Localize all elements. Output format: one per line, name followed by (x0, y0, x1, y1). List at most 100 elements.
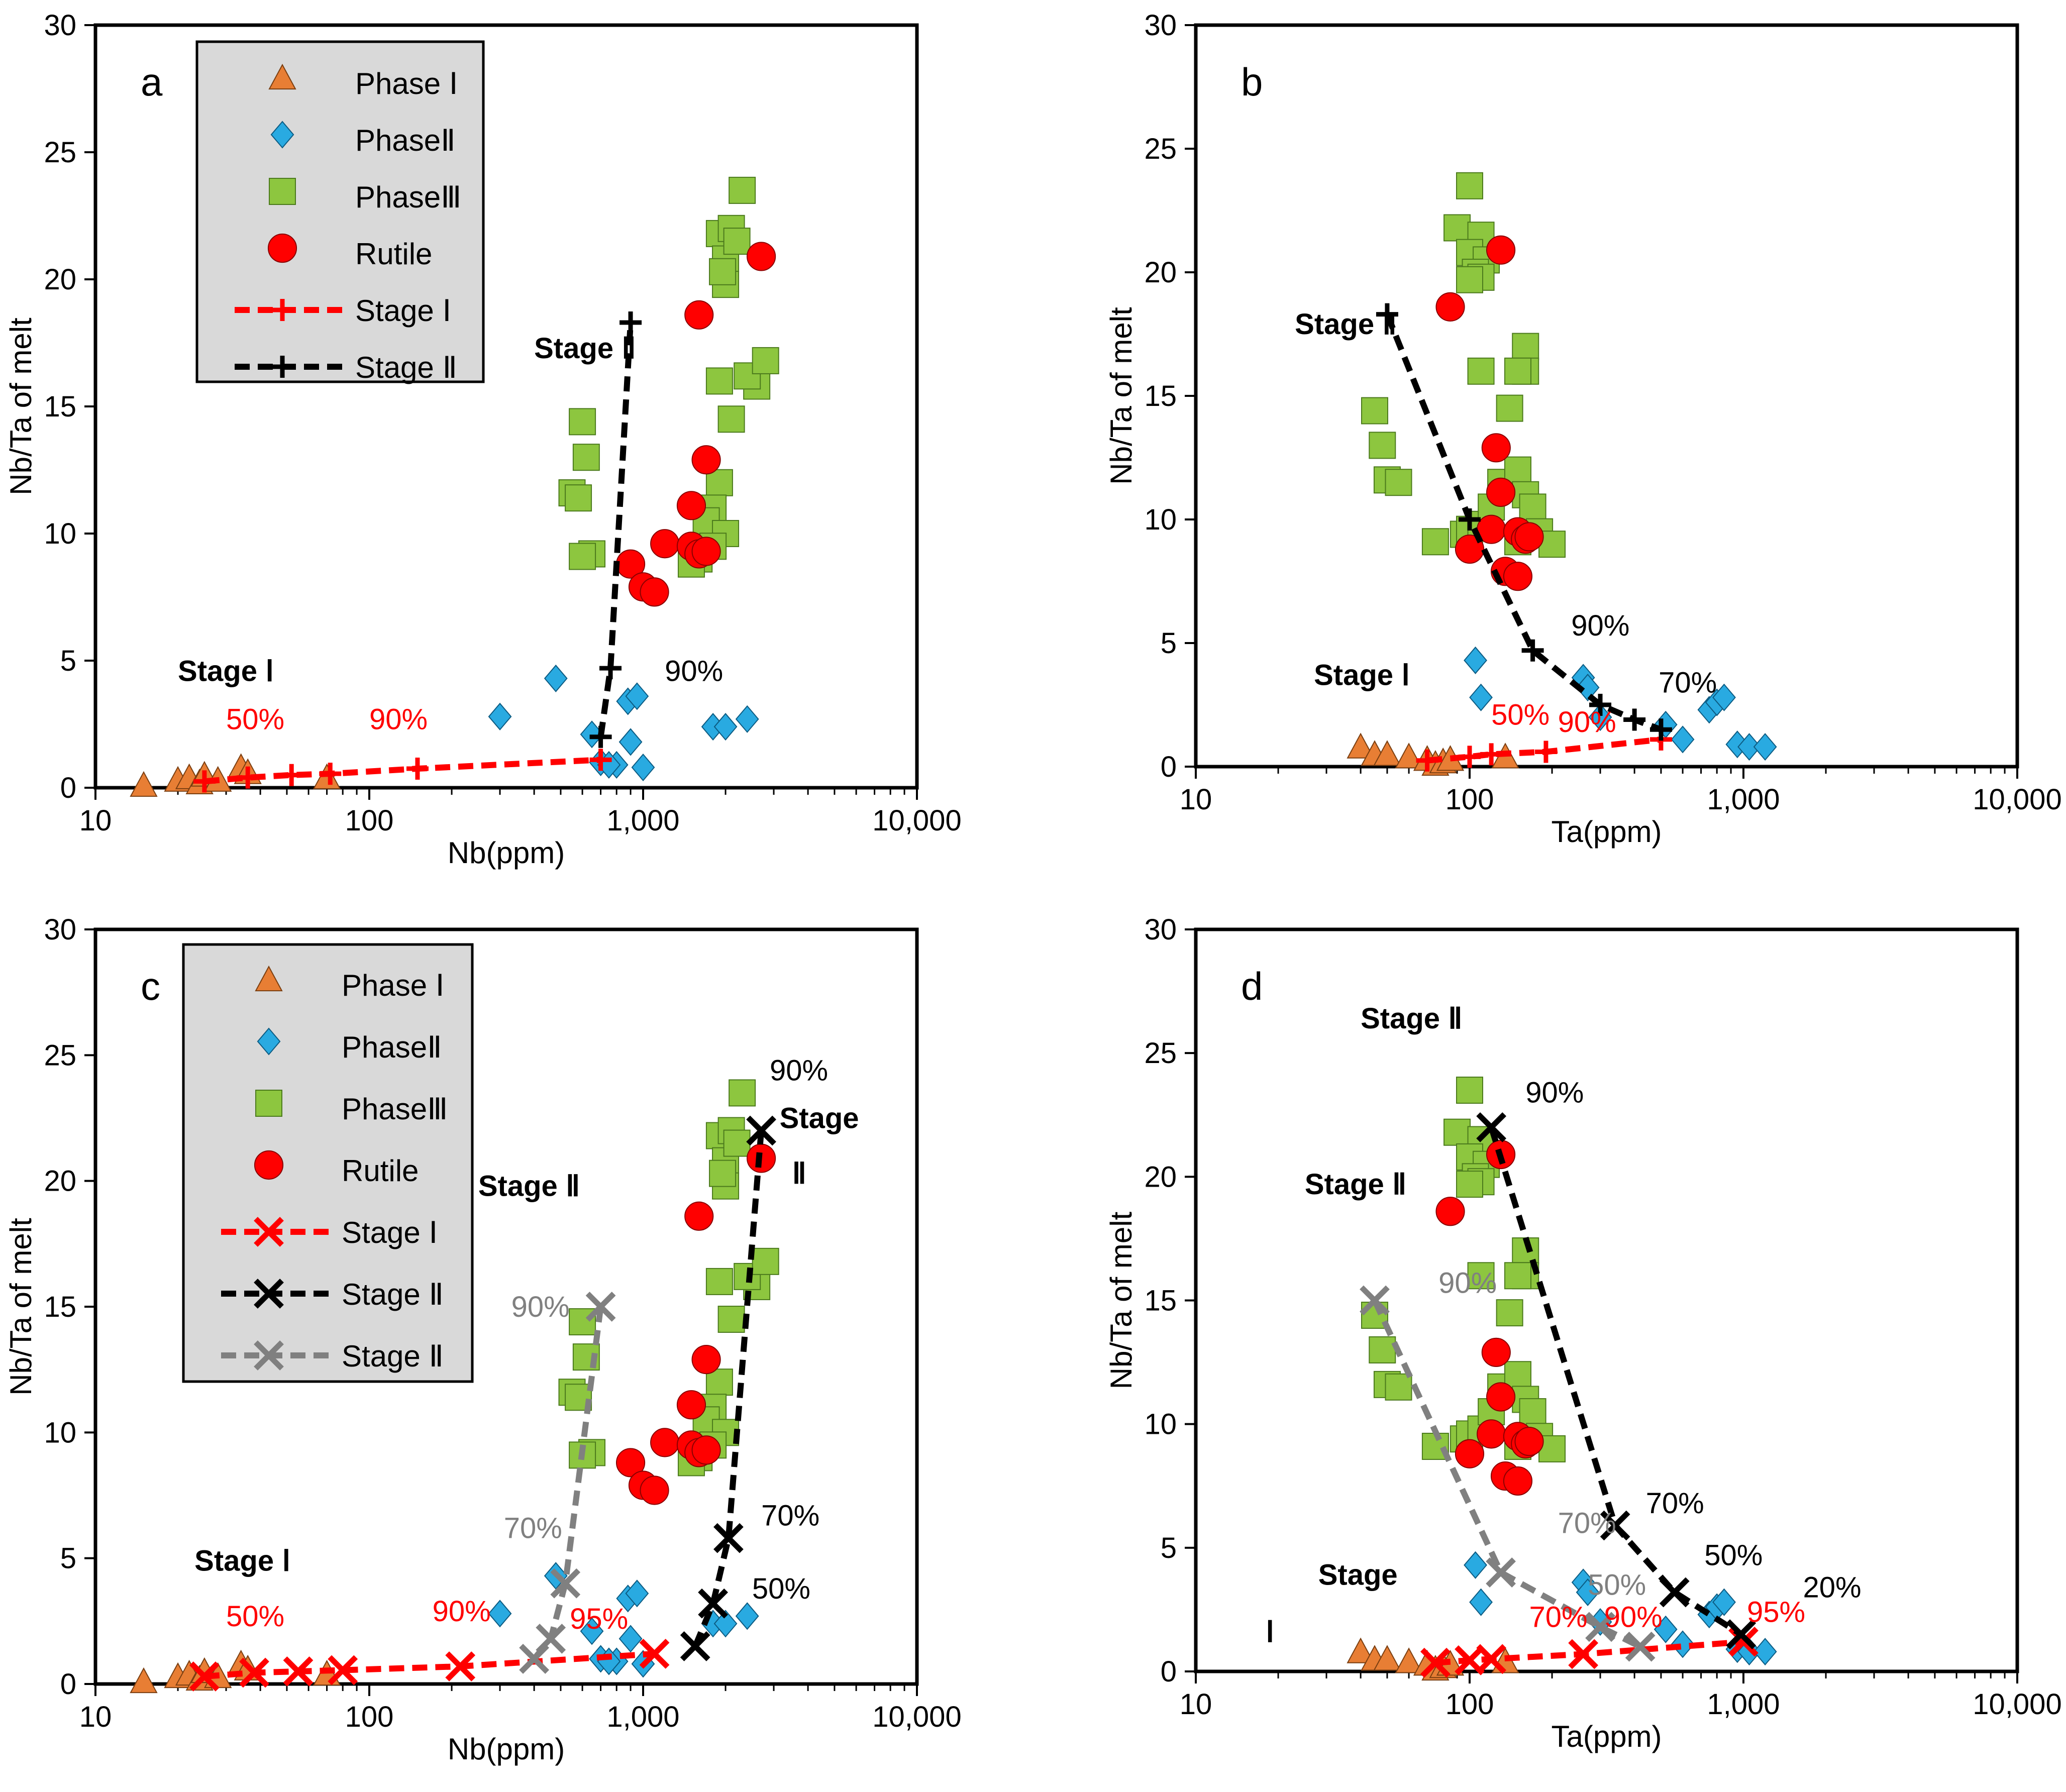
phase3-point (729, 1079, 756, 1107)
legend: Phase Ⅰ PhaseⅡ PhaseⅢ Rutile Stage Ⅰ Stage Ⅱ S… (182, 943, 474, 1383)
phase3-point (1456, 266, 1483, 293)
y-tick-label: 10 (44, 1416, 76, 1449)
phase1-point (1373, 740, 1401, 766)
legend-phase1-marker (255, 965, 283, 992)
rutile-point (684, 300, 714, 330)
annotation: 95% (570, 1603, 628, 1635)
stage2b-line (1372, 1299, 1642, 1650)
phase2-point (1737, 733, 1761, 761)
y-tick-label: 10 (1144, 503, 1177, 536)
stage2-marker (599, 657, 622, 680)
legend-rutile-label: Rutile (355, 237, 432, 271)
stage2b-marker (1585, 1612, 1615, 1642)
y-tick-label: 10 (44, 517, 76, 550)
stage1-marker (1476, 1644, 1507, 1674)
phase3-point (569, 1308, 596, 1336)
rutile-point (1481, 433, 1511, 463)
phase3-point (1519, 1398, 1546, 1426)
phase3-point (569, 543, 596, 570)
phase2-point (735, 1602, 759, 1630)
annotation: 90% (1525, 1077, 1584, 1109)
y-tick-label: 10 (1144, 1408, 1177, 1441)
phase3-point (717, 405, 745, 433)
stage2-marker (1623, 708, 1646, 731)
phase2-point (1753, 733, 1777, 761)
panel-a: 0 5 10 15 20 25 30 10 100 1,000 10,000 Nb(ppm) Nb/Ta… (4, 9, 962, 870)
phase2-point (713, 713, 738, 741)
legend-stage2b-marker (254, 1340, 284, 1371)
legend-phase3-label: PhaseⅢ (342, 1092, 448, 1126)
phase2-point (1464, 1551, 1487, 1579)
stage2a-line (1488, 1126, 1743, 1637)
x-axis-title: Nb(ppm) (448, 836, 565, 870)
x-tick-label: 10 (79, 1701, 112, 1733)
phase2-point (1469, 683, 1493, 711)
stage2b-marker (550, 1568, 581, 1599)
y-tick-label: 25 (1144, 1037, 1177, 1070)
phase2-point (544, 664, 568, 692)
phase3-point (709, 258, 737, 285)
phase2-point (735, 705, 759, 733)
y-tick-label: 15 (1144, 380, 1177, 412)
stage1-marker (1420, 1647, 1451, 1678)
legend-stage1-marker (254, 1217, 284, 1247)
phase2-point (625, 1579, 649, 1608)
y-tick-label: 15 (44, 390, 76, 423)
annotation: 50% (1704, 1539, 1763, 1571)
annotation: 70% (504, 1512, 562, 1545)
annotation: 90% (1558, 706, 1616, 739)
phase3-point (705, 1368, 733, 1396)
phase3-point (705, 469, 733, 496)
legend-stage1-label: Stage Ⅰ (342, 1216, 438, 1249)
rutile-point (1435, 292, 1465, 322)
phase3-point (1361, 397, 1389, 425)
phase2-point (1671, 725, 1695, 754)
stage2b-marker (1625, 1631, 1656, 1662)
phase1-point (130, 771, 158, 797)
rutile-point (1486, 235, 1516, 265)
stage2a-marker (1659, 1577, 1690, 1608)
phase3-point (1504, 357, 1531, 385)
legend-phase2-marker (270, 121, 294, 149)
rutile-point (1486, 477, 1516, 507)
annotation: 90% (433, 1595, 491, 1628)
annotation: 90% (1438, 1267, 1497, 1300)
y-tick-label: 0 (1161, 751, 1177, 783)
y-axis-title: Nb/Ta of melt (4, 318, 38, 495)
phase1-point (1347, 1637, 1375, 1663)
phase3-point (1504, 1361, 1531, 1389)
stage2a-marker (680, 1631, 710, 1661)
y-tick-label: 5 (1161, 627, 1177, 660)
stage1-line (1427, 736, 1662, 764)
rutile-point (640, 1475, 669, 1505)
y-tick-label: 30 (1144, 913, 1177, 946)
annotation: 50% (226, 1600, 284, 1633)
rutile-point (1486, 1382, 1516, 1412)
stage2a-line (692, 1130, 765, 1648)
annotation: 90% (1571, 609, 1629, 642)
stage2-marker (1376, 303, 1398, 326)
phase3-point (1443, 1118, 1471, 1146)
x-tick-label: 1,000 (1707, 783, 1780, 816)
annotation: Stage Ⅱ (478, 1170, 580, 1203)
annotation: Ⅰ (1266, 1616, 1274, 1648)
annotation: Stage (780, 1102, 859, 1135)
phase2-point (1753, 1638, 1777, 1666)
phase3-point (1369, 1336, 1396, 1363)
y-tick-label: 20 (44, 1165, 76, 1198)
legend-phase1-label: Phase Ⅰ (355, 67, 458, 100)
phase2-point (625, 682, 649, 710)
panel-c: 0 5 10 15 20 25 30 10 100 1,000 10,000 Nb(ppm) Nb/Ta… (4, 913, 962, 1766)
x-tick-label: 100 (345, 804, 394, 837)
stage1-marker (193, 770, 216, 793)
phase1-point (1395, 743, 1423, 769)
panel-label: b (1241, 60, 1263, 104)
stage1-marker (1459, 746, 1481, 768)
rutile-point (691, 537, 721, 566)
x-tick-label: 10,000 (1973, 783, 2061, 816)
stage2-marker (1649, 718, 1672, 741)
phase2-point (1654, 1615, 1678, 1643)
legend-stage1-label: Stage Ⅰ (355, 294, 451, 328)
phase3-point (1496, 394, 1523, 422)
